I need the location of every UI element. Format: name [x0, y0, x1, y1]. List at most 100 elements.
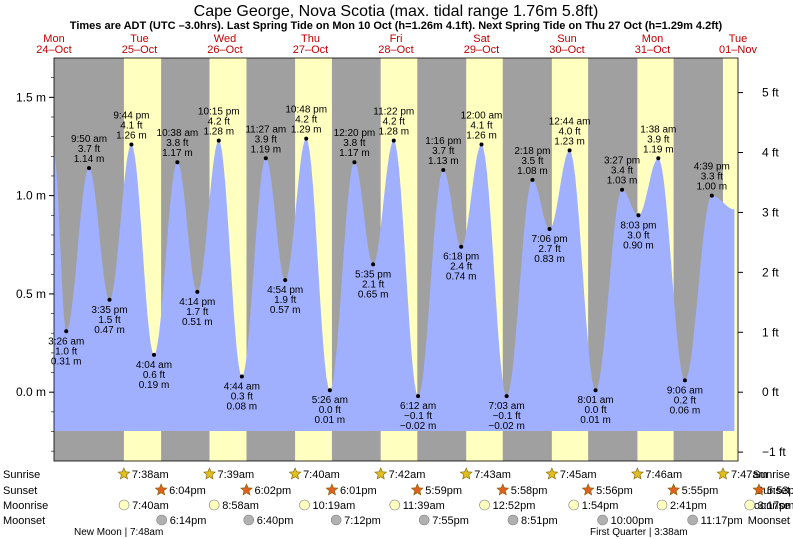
- tide-height-ft-label: 4.2 ft: [208, 117, 230, 128]
- moonset-time: 7:55pm: [432, 515, 469, 527]
- sunrise-label-left: Sunrise: [3, 469, 40, 481]
- sunset-star-icon: [154, 483, 168, 496]
- tide-time-label: 10:15 pm: [198, 107, 240, 118]
- sunset-time: 5:53pm: [767, 485, 793, 497]
- moonrise-time: 12:52pm: [493, 500, 536, 512]
- moonrise-time: 11:39am: [403, 500, 445, 512]
- tide-height-m-label: 1.17 m: [162, 148, 193, 159]
- tide-height-m-label: 1.03 m: [607, 176, 638, 187]
- tide-time-label: 11:27 am: [245, 124, 286, 135]
- sunrise-star-icon: [203, 467, 216, 480]
- y-right-tick-label: 5 ft: [762, 86, 779, 100]
- y-axis-left: 0.0 m 0.5 m 1.0 m 1.5 m: [16, 77, 54, 452]
- tide-height-m-label: 0.08 m: [227, 401, 258, 412]
- tide-extreme-point: [304, 136, 309, 141]
- tide-extreme-point: [459, 244, 464, 249]
- tide-extreme-point: [593, 388, 598, 393]
- sunrise-label-right: Sunrise: [753, 469, 790, 481]
- tide-height-m-label: 0.83 m: [534, 254, 565, 265]
- y-left-tick-label: 0.0 m: [16, 385, 46, 399]
- moonrise-label-right: Moonrise: [745, 500, 790, 512]
- day-header-name: Tue: [130, 33, 149, 45]
- sunrise-time: 7:42am: [389, 469, 426, 481]
- sunrise-time: 7:47am: [731, 469, 768, 481]
- tide-extreme-point: [441, 168, 446, 173]
- day-header-date: 27–Oct: [293, 44, 328, 56]
- tide-height-ft-label: 1.5 ft: [98, 315, 120, 326]
- tide-height-ft-label: 1.7 ft: [186, 307, 208, 318]
- tide-time-label: 5:35 pm: [355, 269, 391, 280]
- moonset-time: 10:00pm: [611, 515, 654, 527]
- day-header-name: Sat: [473, 33, 490, 45]
- sunrise-time: 7:43am: [474, 469, 511, 481]
- tide-time-label: 4:44 am: [224, 381, 260, 392]
- day-header-date: 26–Oct: [207, 44, 242, 56]
- tide-time-label: 3:27 pm: [604, 156, 640, 167]
- tide-height-ft-label: 3.7 ft: [432, 146, 454, 157]
- tide-height-m-label: 0.90 m: [623, 240, 654, 251]
- tide-height-m-label: 1.28 m: [203, 127, 234, 138]
- tide-time-label: 7:03 am: [489, 401, 525, 412]
- sunset-time: 5:55pm: [682, 485, 719, 497]
- y-left-tick-label: 1.5 m: [16, 90, 46, 104]
- tide-time-label: 12:44 am: [549, 116, 591, 127]
- day-header-name: Thu: [301, 33, 320, 45]
- tide-extreme-point: [371, 262, 376, 267]
- tide-height-m-label: 0.31 m: [51, 356, 82, 367]
- sunset-time: 6:04pm: [169, 485, 206, 497]
- tide-time-label: 9:06 am: [667, 385, 703, 396]
- tide-extreme-point: [175, 160, 180, 165]
- tide-time-label: 5:26 am: [312, 395, 348, 406]
- chart-title: Cape George, Nova Scotia (max. tidal ran…: [194, 3, 599, 20]
- tide-height-ft-label: 0.0 ft: [319, 405, 341, 416]
- tide-time-label: 6:12 am: [400, 401, 436, 412]
- tide-height-ft-label: 3.8 ft: [343, 138, 365, 149]
- tide-height-m-label: 1.08 m: [517, 166, 548, 177]
- y-right-tick-label: 1 ft: [762, 325, 779, 339]
- tide-height-m-label: 1.19 m: [643, 144, 674, 155]
- tide-extreme-point: [636, 213, 641, 218]
- tide-height-m-label: 0.19 m: [139, 380, 170, 391]
- tide-height-m-label: 1.23 m: [554, 136, 585, 147]
- day-header-name: Fri: [390, 33, 403, 45]
- sunset-star-icon: [752, 483, 766, 496]
- y-right-tick-label: −1 ft: [762, 445, 786, 459]
- tide-height-ft-label: 3.3 ft: [701, 172, 723, 183]
- tide-time-label: 9:50 am: [71, 134, 107, 145]
- sunset-time: 6:01pm: [340, 485, 377, 497]
- sunset-star-icon: [496, 483, 510, 496]
- tide-extreme-point: [283, 278, 288, 283]
- sunset-label-left: Sunset: [3, 485, 37, 497]
- sun-moon-events: Sunrise Sunset Moonrise Moonset Sunrise …: [3, 467, 793, 538]
- moonset-time: 8:51pm: [521, 515, 558, 527]
- tide-height-ft-label: 3.7 ft: [78, 144, 100, 155]
- tide-time-label: 6:18 pm: [443, 252, 479, 263]
- moonrise-moon-icon: [299, 499, 310, 511]
- moonrise-moon-icon: [479, 499, 490, 511]
- moonrise-time: 1:54pm: [582, 500, 619, 512]
- chart-subtitle: Times are ADT (UTC –3.0hrs). Last Spring…: [70, 20, 723, 32]
- sunrise-time: 7:45am: [560, 469, 597, 481]
- tide-height-ft-label: 1.9 ft: [274, 295, 296, 306]
- moonrise-moon-icon: [656, 499, 668, 511]
- y-axis-right: −1 ft 0 ft 1 ft 2 ft 3 ft 4 ft 5 ft: [738, 86, 786, 459]
- moonrise-label-left: Moonrise: [3, 500, 48, 512]
- tide-time-label: 12:20 pm: [334, 128, 376, 139]
- tide-extreme-point: [656, 156, 661, 161]
- tide-time-label: 4:14 pm: [179, 297, 215, 308]
- tide-time-label: 12:00 am: [461, 110, 503, 121]
- tide-height-m-label: 0.47 m: [94, 325, 125, 336]
- y-left-tick-label: 0.5 m: [16, 287, 46, 301]
- tide-height-m-label: 1.13 m: [428, 156, 459, 167]
- moonset-time: 6:14pm: [170, 515, 207, 527]
- moonset-moon-icon: [156, 514, 167, 526]
- tide-extreme-point: [391, 138, 396, 143]
- tide-height-m-label: 1.17 m: [339, 148, 370, 159]
- sunset-time: 5:58pm: [511, 485, 548, 497]
- day-header-date: 28–Oct: [378, 44, 413, 56]
- sunrise-star-icon: [288, 467, 302, 480]
- first-quarter-note: First Quarter | 3:38am: [590, 527, 688, 538]
- tide-extreme-point: [530, 177, 535, 182]
- tide-height-ft-label: 2.7 ft: [538, 244, 560, 255]
